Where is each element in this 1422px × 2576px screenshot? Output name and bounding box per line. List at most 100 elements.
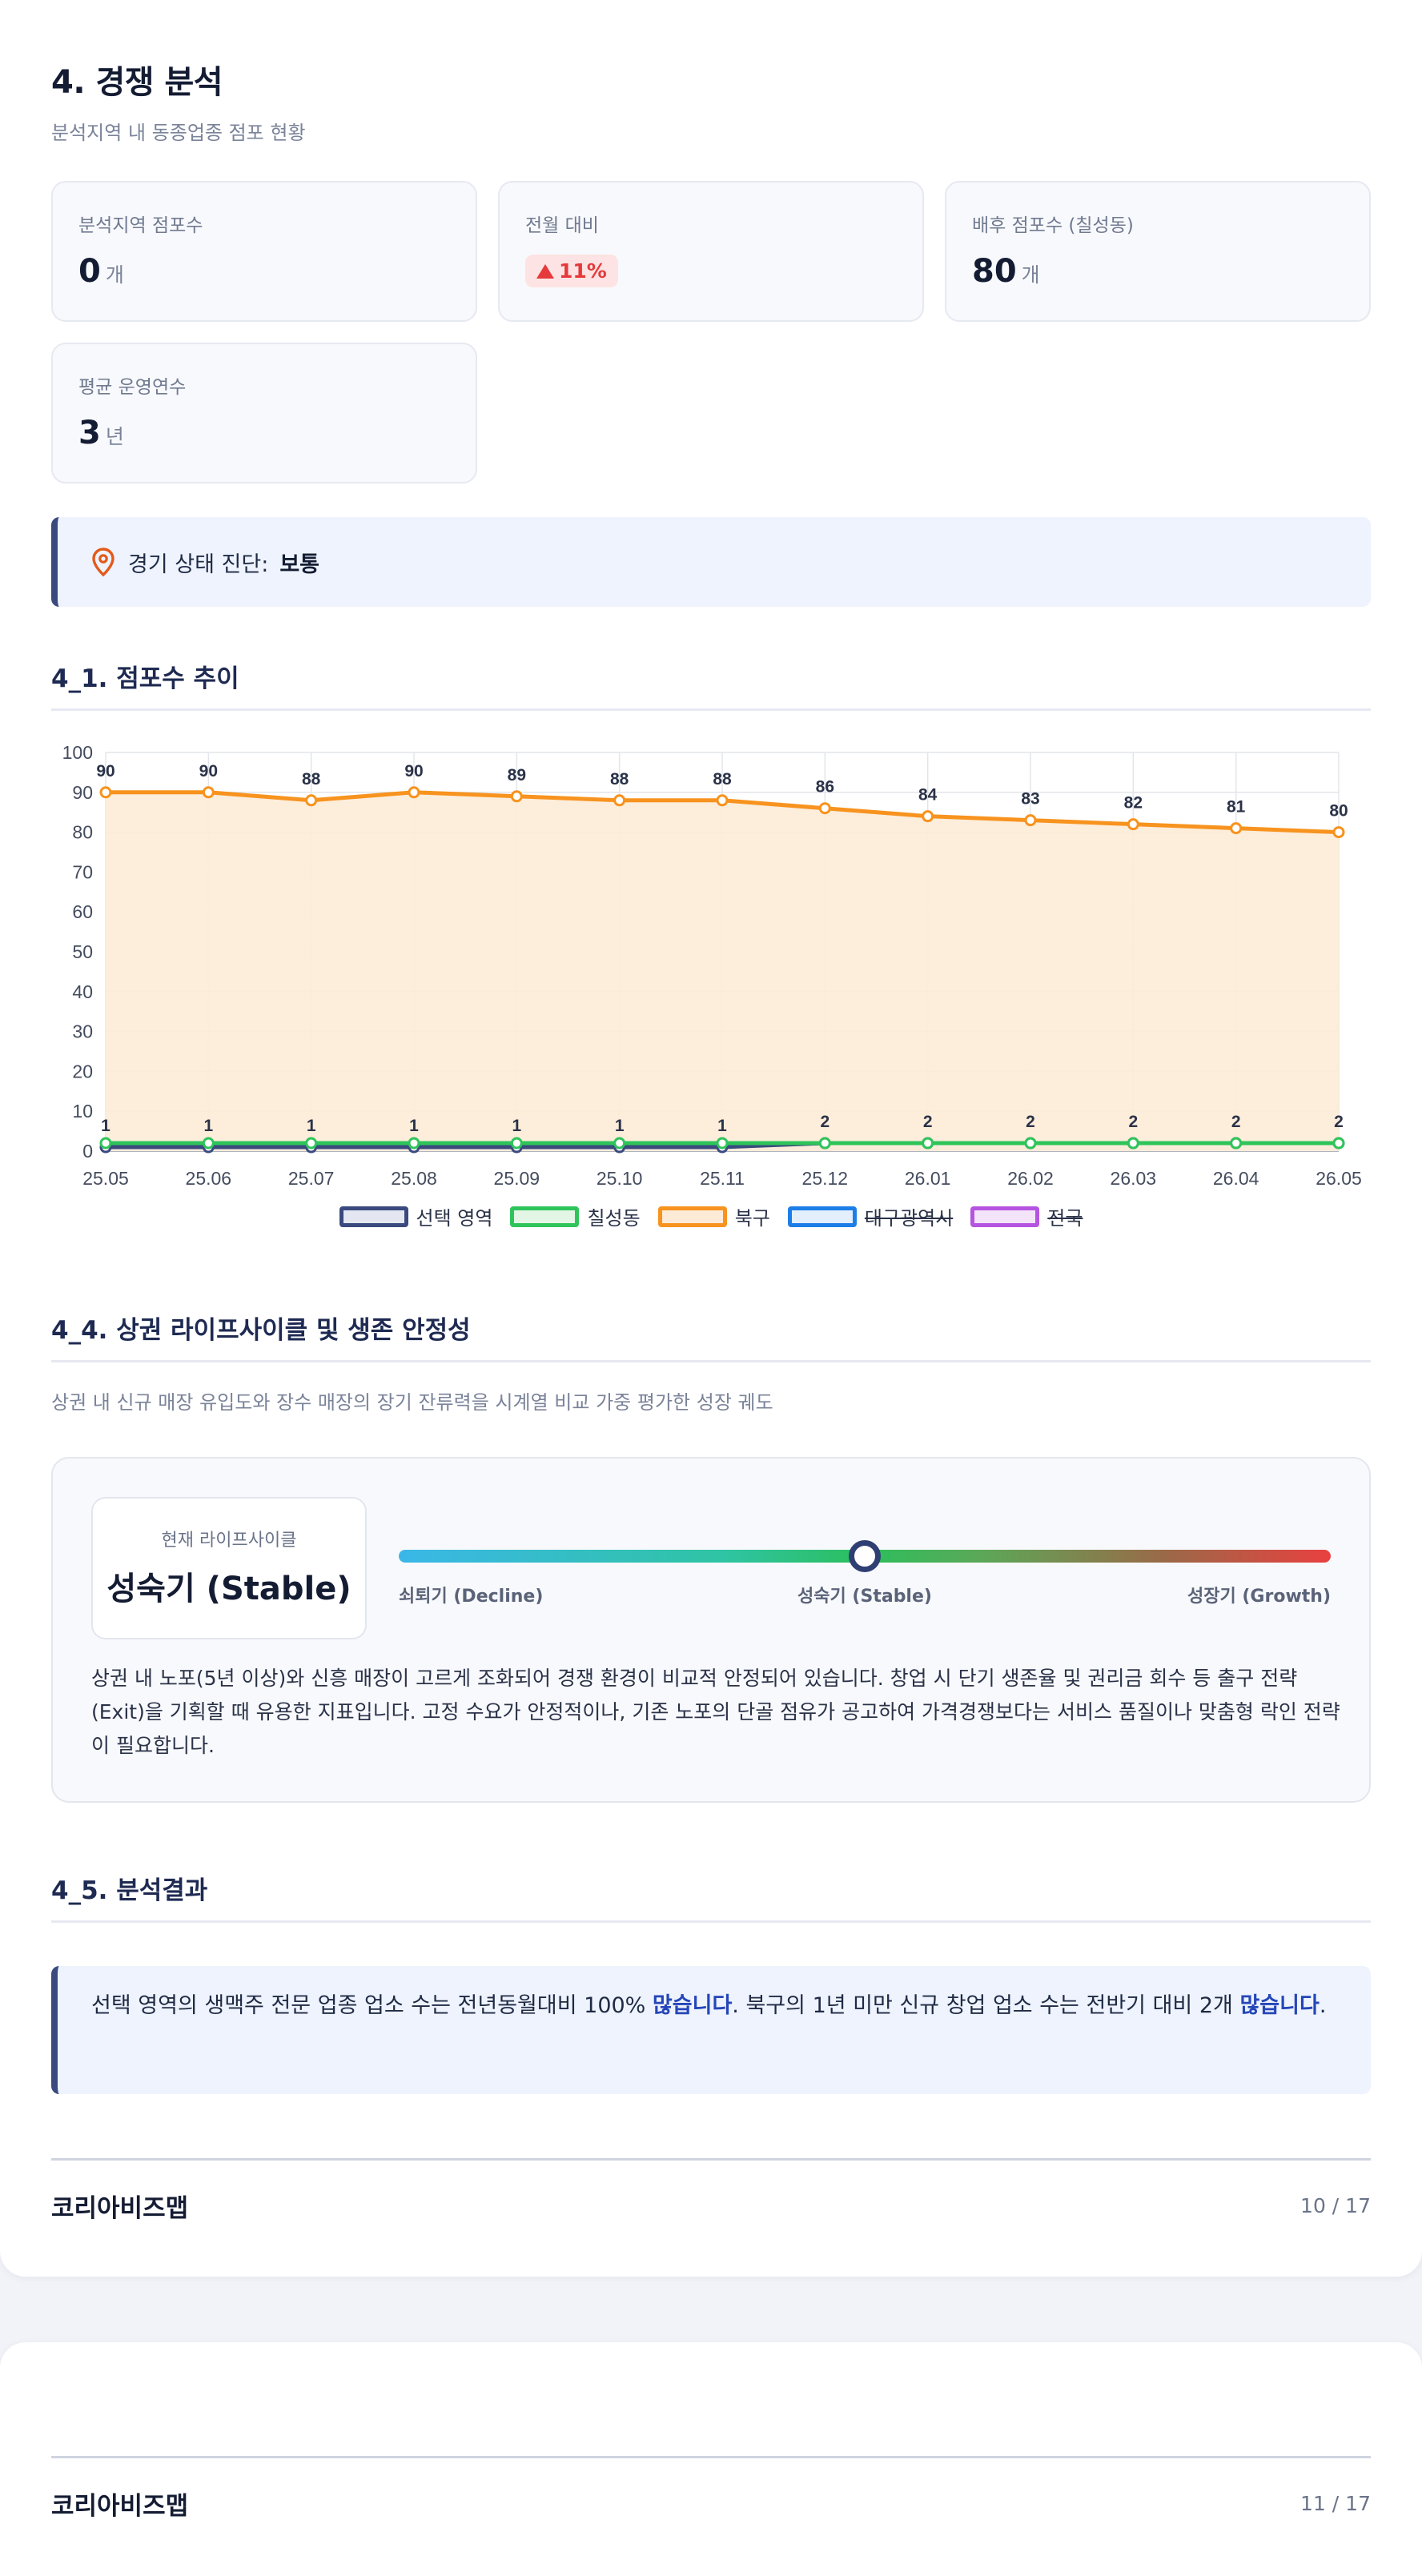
data-point	[716, 794, 729, 807]
data-point	[510, 1137, 523, 1150]
data-label: 86	[816, 778, 834, 796]
analysis-result-box: 선택 영역의 생맥주 전문 업종 업소 수는 전년동월대비 100% 많습니다.…	[51, 1966, 1371, 2094]
y-tick-label: 60	[72, 901, 93, 922]
data-point	[922, 810, 934, 823]
data-label: 2	[820, 1113, 830, 1131]
report-page-10: 4. 경쟁 분석 분석지역 내 동종업종 점포 현황 분석지역 점포수 0 개 …	[0, 0, 1422, 2277]
data-label: 1	[717, 1117, 727, 1135]
data-label: 80	[1329, 802, 1348, 821]
x-tick-label: 25.10	[597, 1168, 643, 1189]
data-point	[305, 794, 318, 807]
data-point	[716, 1137, 729, 1150]
data-label: 1	[101, 1117, 110, 1135]
legend-label: 선택 영역	[416, 1207, 493, 1230]
stat-card-years: 평균 운영연수 3 년	[51, 343, 477, 484]
legend-swatch	[339, 1206, 408, 1227]
result-text: .	[1319, 1993, 1327, 2018]
stage-label-decline: 쇠퇴기 (Decline)	[399, 1587, 544, 1607]
legend-item[interactable]: 전국	[970, 1202, 1083, 1230]
section-subtitle: 분석지역 내 동종업종 점포 현황	[51, 122, 306, 144]
legend-label: 칠성동	[587, 1207, 641, 1230]
location-pin-icon	[92, 548, 114, 577]
stat-card-mom: 전월 대비 11%	[498, 181, 924, 322]
section-title-4-1: 4_1. 점포수 추이	[51, 658, 1371, 711]
data-label: 1	[615, 1117, 625, 1135]
x-tick-label: 25.05	[82, 1168, 129, 1189]
data-point	[1332, 1137, 1345, 1150]
data-label: 90	[199, 762, 218, 780]
data-label: 90	[404, 762, 423, 780]
data-point	[305, 1137, 318, 1150]
stat-value: 0	[78, 253, 101, 290]
legend-item[interactable]: 칠성동	[510, 1202, 641, 1230]
series-area	[106, 792, 1339, 1151]
data-point	[408, 786, 420, 799]
x-tick-label: 25.11	[700, 1168, 745, 1189]
diagnosis-value: 보통	[279, 552, 319, 577]
section-header: 4. 경쟁 분석 분석지역 내 동종업종 점포 현황	[51, 56, 1371, 145]
data-label: 1	[409, 1117, 419, 1135]
data-label: 1	[203, 1117, 213, 1135]
legend-item[interactable]: 북구	[657, 1202, 770, 1230]
diagnosis-banner: 경기 상태 진단: 보통	[51, 517, 1371, 607]
stage-label-growth: 성장기 (Growth)	[1187, 1587, 1331, 1607]
result-highlight: 많습니다	[1239, 1993, 1320, 2018]
x-tick-label: 26.01	[905, 1168, 951, 1189]
data-label: 90	[96, 762, 114, 780]
y-tick-label: 90	[72, 782, 93, 803]
legend-label: 대구광역시	[864, 1207, 954, 1230]
lifecycle-description: 상권 내 노포(5년 이상)와 신흥 매장이 고르게 조화되어 경쟁 환경이 비…	[91, 1667, 1340, 1757]
legend-swatch	[787, 1206, 857, 1227]
stat-value: 3	[78, 415, 101, 451]
chart-legend: 선택 영역 칠성동 북구 대구광역시 전국	[0, 1202, 1422, 1230]
legend-item[interactable]: 선택 영역	[339, 1202, 493, 1230]
data-label: 88	[713, 770, 732, 788]
page-number: 11 / 17	[1300, 2492, 1371, 2515]
data-label: 83	[1021, 790, 1039, 809]
stat-card-store-count: 분석지역 점포수 0 개	[51, 181, 477, 322]
stat-unit: 개	[1021, 263, 1040, 287]
y-tick-label: 0	[82, 1141, 93, 1162]
stat-value: 80	[972, 253, 1017, 290]
page-footer: 코리아비즈맵 11 / 17	[51, 2456, 1371, 2522]
data-label: 2	[1231, 1113, 1241, 1131]
y-tick-label: 10	[72, 1101, 93, 1121]
y-tick-label: 70	[72, 861, 93, 882]
page-footer: 코리아비즈맵 10 / 17	[51, 2158, 1371, 2224]
x-tick-label: 26.02	[1007, 1168, 1054, 1189]
data-label: 2	[1334, 1113, 1344, 1131]
data-point	[202, 1137, 215, 1150]
data-label: 84	[918, 786, 938, 804]
stat-label: 분석지역 점포수	[78, 215, 203, 236]
legend-swatch	[510, 1206, 580, 1227]
x-tick-label: 25.08	[391, 1168, 437, 1189]
data-label: 1	[307, 1117, 316, 1135]
x-tick-label: 26.03	[1111, 1168, 1157, 1189]
data-point	[202, 786, 215, 799]
data-point	[99, 1137, 112, 1150]
y-tick-label: 40	[72, 981, 93, 1002]
section-description: 상권 내 신규 매장 유입도와 장수 매장의 장기 잔류력을 시계열 비교 가중…	[51, 1391, 773, 1414]
data-point	[1127, 1137, 1139, 1150]
y-tick-label: 80	[72, 822, 93, 843]
data-label: 2	[1128, 1113, 1138, 1131]
data-point	[1230, 822, 1243, 835]
y-tick-label: 30	[72, 1021, 93, 1042]
legend-swatch	[970, 1206, 1040, 1227]
section-title: 4. 경쟁 분석	[51, 64, 223, 101]
x-tick-label: 25.07	[288, 1168, 335, 1189]
data-label: 81	[1227, 798, 1246, 817]
data-point	[1024, 1137, 1037, 1150]
data-point	[408, 1137, 420, 1150]
data-point	[1127, 818, 1139, 831]
data-point	[818, 1137, 831, 1150]
x-tick-label: 26.05	[1316, 1168, 1362, 1189]
data-label: 2	[923, 1113, 933, 1131]
arrow-up-icon	[536, 263, 554, 279]
diagnosis-label: 경기 상태 진단:	[128, 552, 269, 577]
legend-item[interactable]: 대구광역시	[787, 1202, 954, 1230]
data-point	[1230, 1137, 1243, 1150]
stat-label: 배후 점포수 (칠성동)	[972, 215, 1134, 236]
data-label: 82	[1124, 794, 1143, 813]
